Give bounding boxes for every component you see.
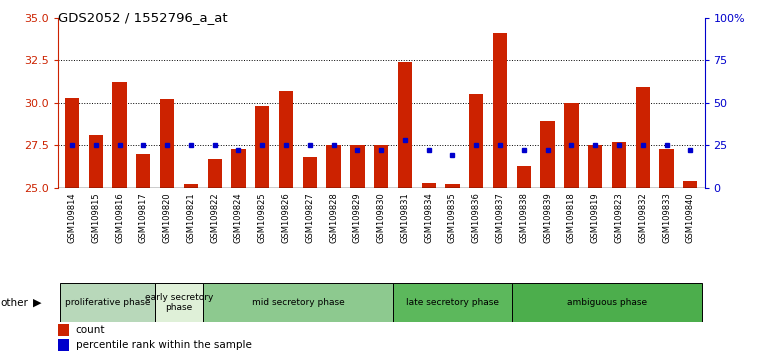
Bar <box>517 166 531 188</box>
Text: GSM109839: GSM109839 <box>543 193 552 243</box>
Bar <box>326 145 340 188</box>
Bar <box>374 145 388 188</box>
Bar <box>58 324 69 336</box>
Bar <box>136 154 150 188</box>
Text: GSM109838: GSM109838 <box>519 193 528 243</box>
Text: GSM109822: GSM109822 <box>210 193 219 243</box>
Bar <box>659 149 674 188</box>
Text: GDS2052 / 1552796_a_at: GDS2052 / 1552796_a_at <box>58 11 227 24</box>
Bar <box>683 181 698 188</box>
Text: GSM109829: GSM109829 <box>353 193 362 243</box>
Text: late secretory phase: late secretory phase <box>406 298 499 307</box>
Bar <box>184 184 198 188</box>
Text: GSM109827: GSM109827 <box>306 193 314 243</box>
Bar <box>160 99 174 188</box>
Text: GSM109823: GSM109823 <box>614 193 624 243</box>
Bar <box>58 339 69 352</box>
Text: GSM109815: GSM109815 <box>92 193 100 243</box>
Bar <box>398 62 412 188</box>
Bar <box>279 91 293 188</box>
Bar <box>203 283 393 322</box>
Text: GSM109826: GSM109826 <box>282 193 290 243</box>
Bar <box>89 135 103 188</box>
Bar <box>612 142 626 188</box>
Bar <box>635 87 650 188</box>
Text: GSM109825: GSM109825 <box>258 193 266 243</box>
Text: GSM109834: GSM109834 <box>424 193 434 243</box>
Bar <box>588 145 602 188</box>
Text: GSM109821: GSM109821 <box>186 193 196 243</box>
Bar <box>445 184 460 188</box>
Text: GSM109820: GSM109820 <box>162 193 172 243</box>
Text: GSM109831: GSM109831 <box>400 193 410 243</box>
Text: proliferative phase: proliferative phase <box>65 298 150 307</box>
Bar <box>512 283 702 322</box>
Bar <box>393 283 512 322</box>
Text: other: other <box>1 298 28 308</box>
Text: percentile rank within the sample: percentile rank within the sample <box>76 341 252 350</box>
Text: ▶: ▶ <box>33 298 42 308</box>
Text: GSM109840: GSM109840 <box>686 193 695 243</box>
Bar <box>541 121 554 188</box>
Text: GSM109817: GSM109817 <box>139 193 148 243</box>
Text: GSM109830: GSM109830 <box>377 193 386 243</box>
Text: early secretory
phase: early secretory phase <box>145 293 213 312</box>
Text: GSM109824: GSM109824 <box>234 193 243 243</box>
Text: GSM109816: GSM109816 <box>115 193 124 243</box>
Bar <box>350 145 364 188</box>
Bar <box>208 159 222 188</box>
Text: GSM109814: GSM109814 <box>68 193 76 243</box>
Text: GSM109833: GSM109833 <box>662 193 671 243</box>
Bar <box>60 283 156 322</box>
Text: GSM109837: GSM109837 <box>496 193 504 243</box>
Bar <box>564 103 578 188</box>
Bar <box>469 94 484 188</box>
Bar <box>65 98 79 188</box>
Text: GSM109836: GSM109836 <box>472 193 480 243</box>
Text: count: count <box>76 325 105 336</box>
Text: GSM109835: GSM109835 <box>448 193 457 243</box>
Text: GSM109818: GSM109818 <box>567 193 576 243</box>
Text: GSM109828: GSM109828 <box>329 193 338 243</box>
Bar <box>112 82 127 188</box>
Text: mid secretory phase: mid secretory phase <box>252 298 344 307</box>
Text: GSM109819: GSM109819 <box>591 193 600 243</box>
Bar <box>421 183 436 188</box>
Text: GSM109832: GSM109832 <box>638 193 648 243</box>
Bar <box>156 283 203 322</box>
Bar <box>255 106 270 188</box>
Text: ambiguous phase: ambiguous phase <box>567 298 647 307</box>
Bar <box>231 149 246 188</box>
Bar <box>303 157 317 188</box>
Bar <box>493 33 507 188</box>
